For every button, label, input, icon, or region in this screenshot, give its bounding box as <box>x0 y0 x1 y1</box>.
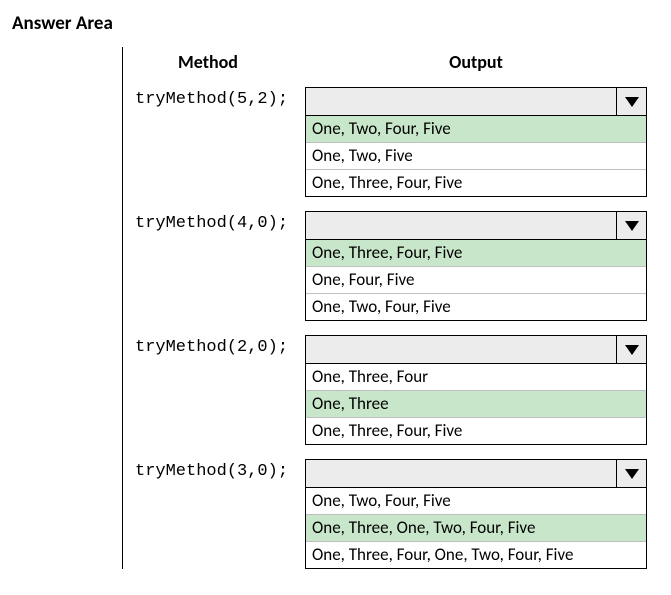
output-cell: One, Three, Four, FiveOne, Four, FiveOne… <box>305 211 659 321</box>
output-dropdown[interactable]: One, Three, FourOne, ThreeOne, Three, Fo… <box>305 335 647 445</box>
dropdown-option[interactable]: One, Three, Four, Five <box>306 418 646 444</box>
header-row: Method Output <box>123 47 659 77</box>
dropdown-value <box>306 336 616 363</box>
answer-row: tryMethod(5,2);One, Two, Four, FiveOne, … <box>123 87 659 197</box>
page-title: Answer Area <box>12 12 659 35</box>
answer-row: tryMethod(2,0);One, Three, FourOne, Thre… <box>123 335 659 445</box>
dropdown-option[interactable]: One, Three, Four, One, Two, Four, Five <box>306 542 646 568</box>
dropdown-option[interactable]: One, Two, Four, Five <box>306 294 646 320</box>
dropdown-option[interactable]: One, Two, Four, Five <box>306 488 646 515</box>
output-cell: One, Two, Four, FiveOne, Three, One, Two… <box>305 459 659 569</box>
dropdown-display[interactable] <box>306 212 646 240</box>
chevron-down-icon[interactable] <box>616 336 646 363</box>
method-call: tryMethod(4,0); <box>135 211 305 233</box>
dropdown-display[interactable] <box>306 336 646 364</box>
dropdown-display[interactable] <box>306 460 646 488</box>
rows-container: tryMethod(5,2);One, Two, Four, FiveOne, … <box>123 87 659 569</box>
method-call: tryMethod(2,0); <box>135 335 305 357</box>
dropdown-option[interactable]: One, Three, Four, Five <box>306 240 646 267</box>
output-dropdown[interactable]: One, Two, Four, FiveOne, Two, FiveOne, T… <box>305 87 647 197</box>
dropdown-option[interactable]: One, Three, One, Two, Four, Five <box>306 515 646 542</box>
answer-row: tryMethod(4,0);One, Three, Four, FiveOne… <box>123 211 659 321</box>
output-cell: One, Three, FourOne, ThreeOne, Three, Fo… <box>305 335 659 445</box>
dropdown-option[interactable]: One, Four, Five <box>306 267 646 294</box>
chevron-down-icon[interactable] <box>616 212 646 239</box>
dropdown-value <box>306 460 616 487</box>
output-dropdown[interactable]: One, Three, Four, FiveOne, Four, FiveOne… <box>305 211 647 321</box>
dropdown-value <box>306 212 616 239</box>
answer-area-content: Method Output tryMethod(5,2);One, Two, F… <box>122 47 659 569</box>
chevron-down-icon[interactable] <box>616 88 646 115</box>
dropdown-option[interactable]: One, Three, Four <box>306 364 646 391</box>
header-method: Method <box>123 47 293 77</box>
dropdown-option[interactable]: One, Three <box>306 391 646 418</box>
output-dropdown[interactable]: One, Two, Four, FiveOne, Three, One, Two… <box>305 459 647 569</box>
header-output: Output <box>293 47 659 77</box>
answer-row: tryMethod(3,0);One, Two, Four, FiveOne, … <box>123 459 659 569</box>
dropdown-value <box>306 88 616 115</box>
dropdown-option[interactable]: One, Two, Five <box>306 143 646 170</box>
dropdown-option[interactable]: One, Two, Four, Five <box>306 116 646 143</box>
output-cell: One, Two, Four, FiveOne, Two, FiveOne, T… <box>305 87 659 197</box>
dropdown-display[interactable] <box>306 88 646 116</box>
chevron-down-icon[interactable] <box>616 460 646 487</box>
method-call: tryMethod(5,2); <box>135 87 305 109</box>
dropdown-option[interactable]: One, Three, Four, Five <box>306 170 646 196</box>
method-call: tryMethod(3,0); <box>135 459 305 481</box>
